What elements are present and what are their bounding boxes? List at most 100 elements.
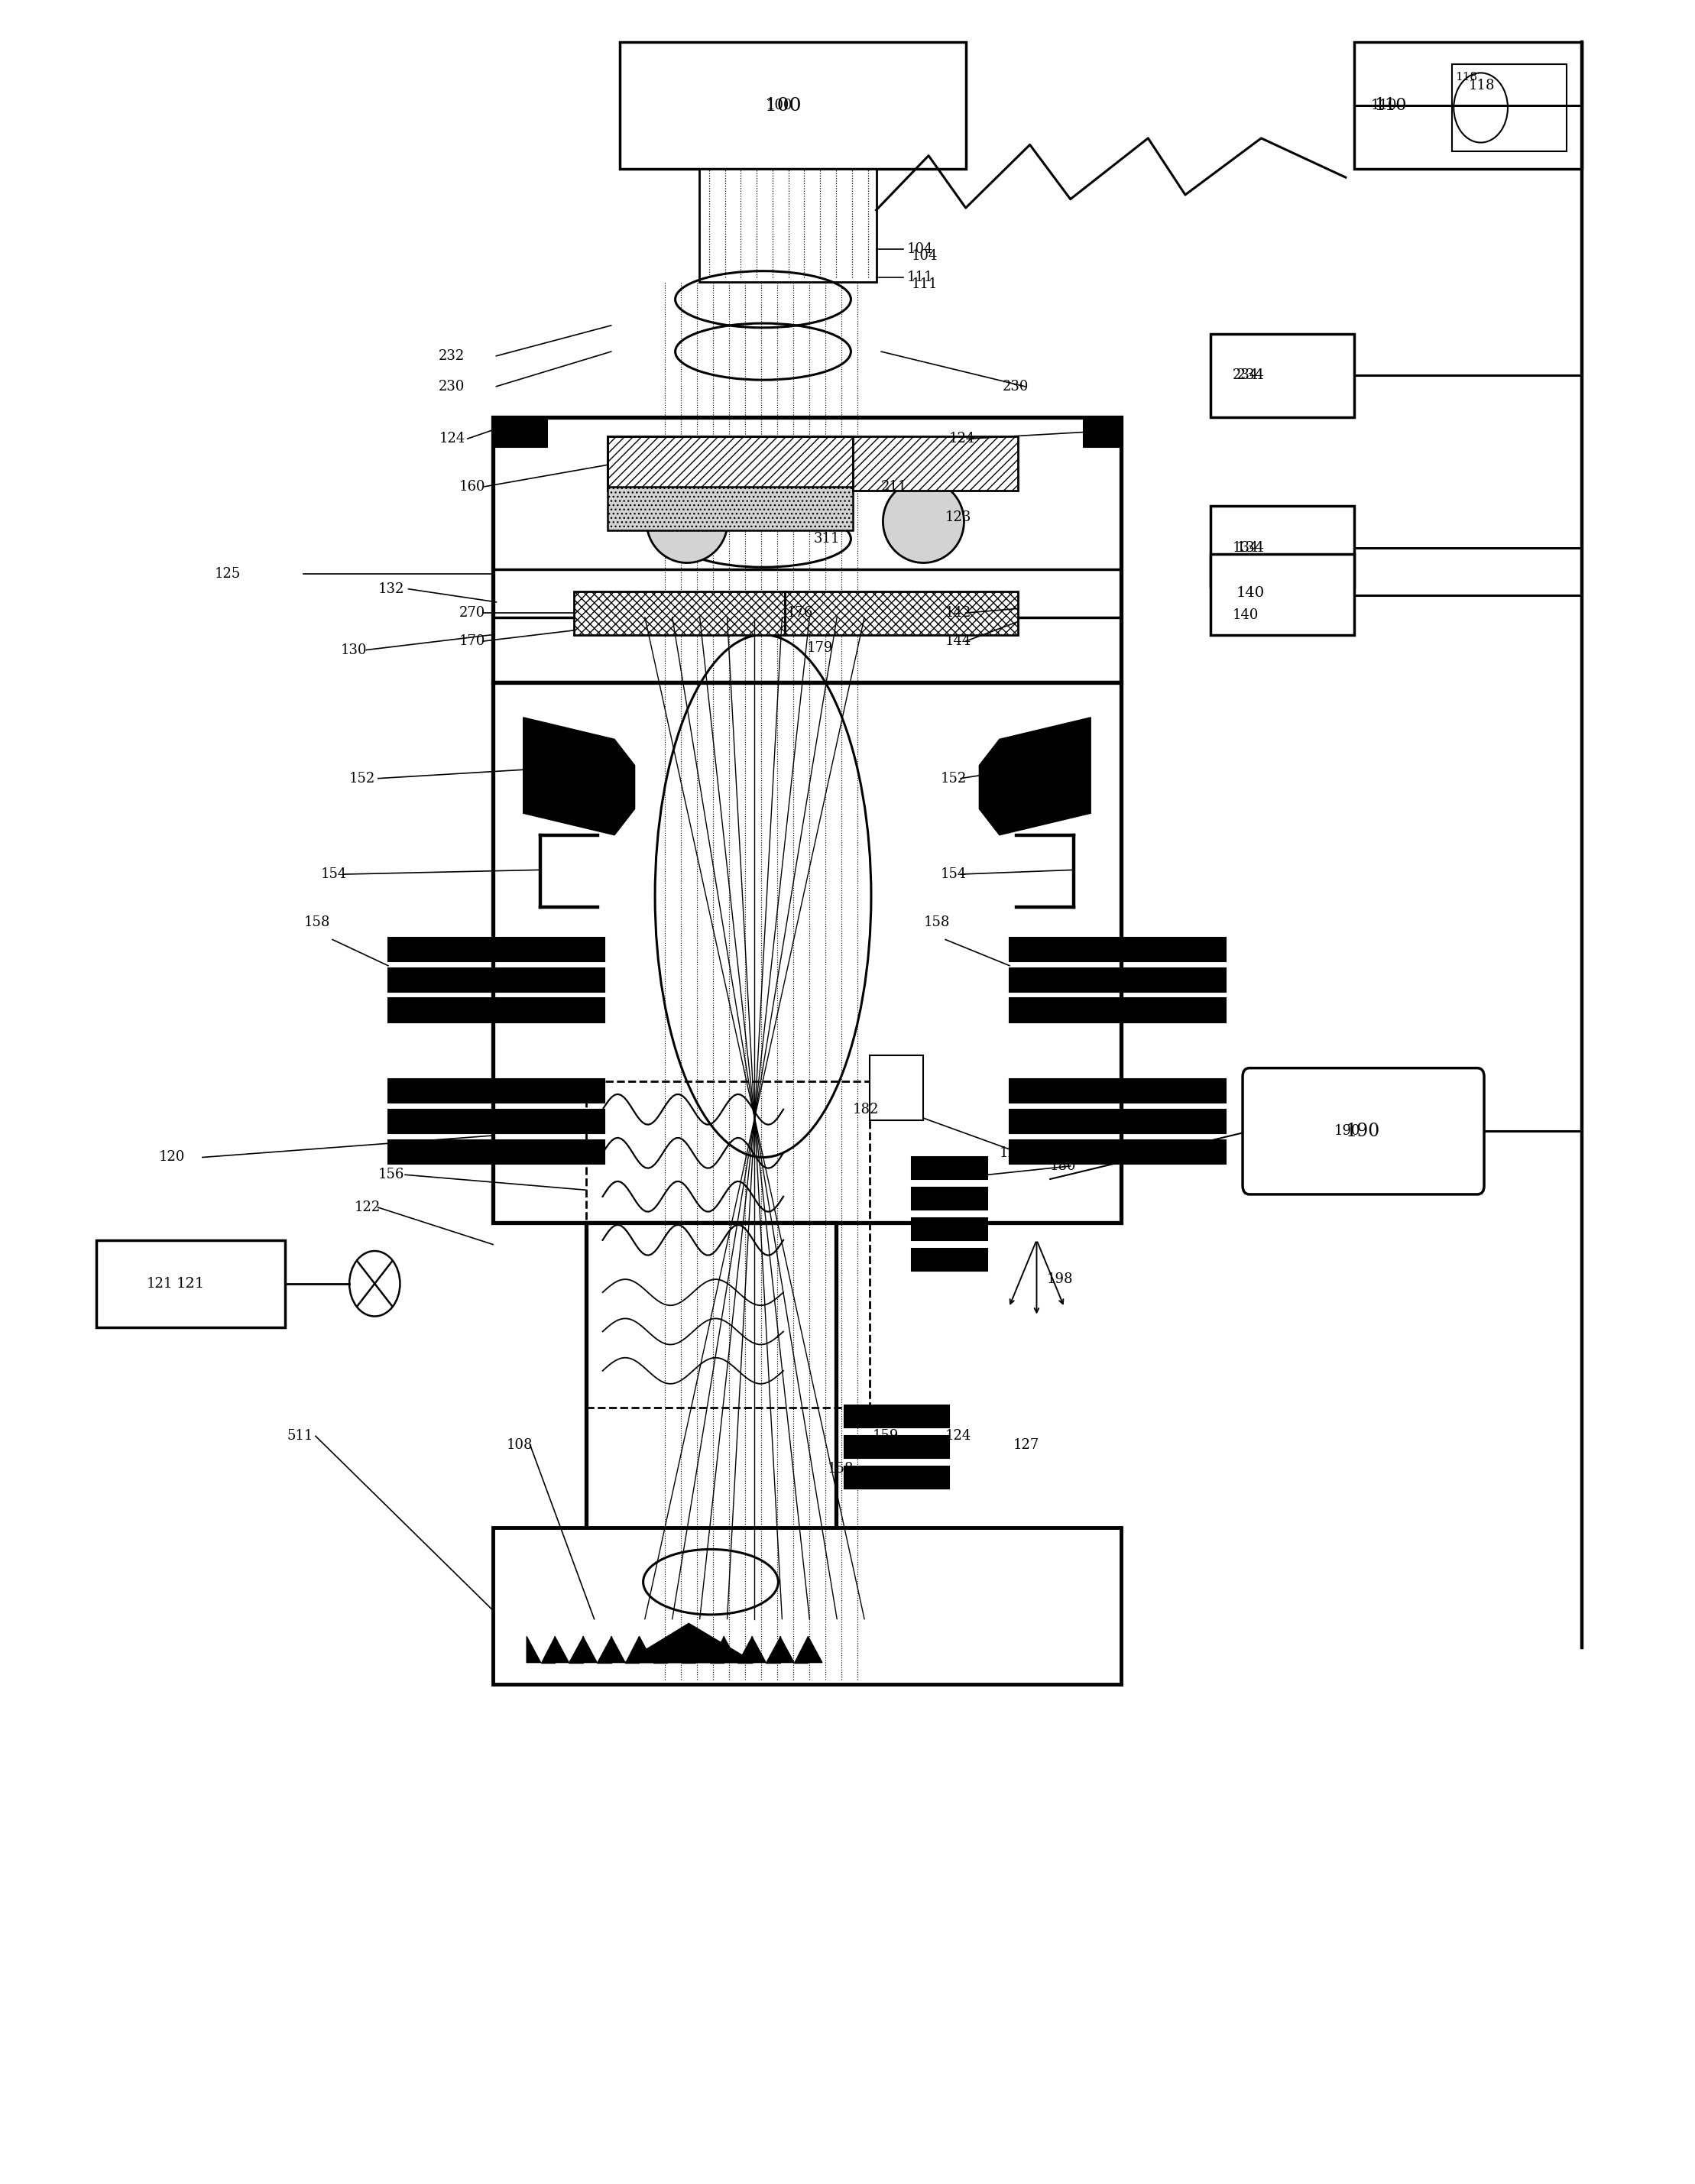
Bar bbox=[1210, 555, 1354, 636]
Text: 170: 170 bbox=[459, 633, 485, 649]
Bar bbox=[1010, 1140, 1225, 1164]
Text: 111: 111 bbox=[907, 271, 932, 284]
Bar bbox=[493, 417, 547, 448]
Text: 234: 234 bbox=[1232, 369, 1259, 382]
Text: 121: 121 bbox=[147, 1278, 173, 1291]
Bar bbox=[575, 592, 785, 636]
Bar bbox=[853, 437, 1019, 491]
Text: 152: 152 bbox=[349, 771, 376, 786]
Bar bbox=[97, 1241, 285, 1328]
Polygon shape bbox=[793, 1636, 809, 1662]
Text: 144: 144 bbox=[946, 633, 971, 649]
Text: 230: 230 bbox=[1003, 380, 1029, 393]
Bar bbox=[1010, 937, 1225, 961]
Text: 232: 232 bbox=[439, 349, 464, 363]
Text: 124: 124 bbox=[439, 432, 464, 446]
Bar bbox=[698, 168, 876, 282]
Text: 190: 190 bbox=[1346, 1123, 1380, 1140]
Text: 127: 127 bbox=[1014, 1437, 1039, 1452]
Text: 120: 120 bbox=[159, 1151, 185, 1164]
Text: 158: 158 bbox=[303, 915, 331, 928]
Text: 121: 121 bbox=[176, 1278, 205, 1291]
Text: 234: 234 bbox=[1236, 369, 1264, 382]
Text: 111: 111 bbox=[912, 277, 937, 290]
Bar bbox=[912, 1249, 988, 1271]
Ellipse shape bbox=[883, 480, 964, 563]
Polygon shape bbox=[766, 1636, 780, 1662]
Text: 122: 122 bbox=[354, 1201, 381, 1214]
Text: 123: 123 bbox=[1000, 1147, 1025, 1160]
FancyBboxPatch shape bbox=[1242, 1068, 1485, 1195]
Text: 130: 130 bbox=[341, 642, 368, 657]
Text: 152: 152 bbox=[941, 771, 966, 786]
Bar bbox=[1210, 507, 1354, 587]
Polygon shape bbox=[653, 1636, 668, 1662]
Text: 160: 160 bbox=[459, 480, 485, 494]
Text: 108: 108 bbox=[507, 1437, 532, 1452]
Text: 142: 142 bbox=[946, 605, 971, 620]
Polygon shape bbox=[541, 1636, 554, 1662]
Bar bbox=[870, 1055, 924, 1120]
Bar bbox=[844, 1406, 949, 1428]
Bar bbox=[1010, 1079, 1225, 1103]
Polygon shape bbox=[639, 1636, 653, 1662]
Bar bbox=[586, 1223, 836, 1636]
Text: 124: 124 bbox=[949, 432, 975, 446]
Bar bbox=[388, 1109, 605, 1133]
Bar bbox=[586, 1081, 870, 1409]
Text: 100: 100 bbox=[764, 96, 802, 114]
Bar bbox=[388, 937, 605, 961]
Text: 230: 230 bbox=[439, 380, 464, 393]
Bar bbox=[388, 1079, 605, 1103]
Text: 511: 511 bbox=[286, 1428, 314, 1444]
Text: 123: 123 bbox=[946, 511, 971, 524]
Text: 158: 158 bbox=[924, 915, 949, 928]
Polygon shape bbox=[583, 1636, 597, 1662]
Polygon shape bbox=[668, 1636, 681, 1662]
Polygon shape bbox=[612, 1636, 625, 1662]
Text: 134: 134 bbox=[1236, 542, 1264, 555]
Bar bbox=[388, 998, 605, 1022]
Polygon shape bbox=[710, 1636, 724, 1662]
Text: 124: 124 bbox=[1020, 1147, 1046, 1160]
Polygon shape bbox=[753, 1636, 766, 1662]
Text: 124: 124 bbox=[946, 1428, 971, 1444]
Bar bbox=[493, 1527, 1120, 1684]
Polygon shape bbox=[554, 1636, 570, 1662]
Text: 104: 104 bbox=[907, 242, 932, 256]
Bar bbox=[912, 1158, 988, 1179]
Bar bbox=[609, 437, 853, 491]
Bar bbox=[493, 417, 1120, 684]
Bar bbox=[912, 1219, 988, 1241]
Polygon shape bbox=[980, 719, 1090, 834]
Polygon shape bbox=[597, 1636, 612, 1662]
Bar bbox=[388, 968, 605, 992]
Text: 211: 211 bbox=[881, 480, 907, 494]
Bar bbox=[1010, 1109, 1225, 1133]
Text: 179: 179 bbox=[807, 640, 834, 655]
Polygon shape bbox=[524, 719, 634, 834]
Text: 110: 110 bbox=[1375, 96, 1407, 114]
Text: 190: 190 bbox=[1334, 1125, 1359, 1138]
Text: 156: 156 bbox=[378, 1168, 405, 1182]
Polygon shape bbox=[527, 1636, 541, 1662]
Bar bbox=[1210, 334, 1354, 417]
Polygon shape bbox=[695, 1636, 710, 1662]
Text: 140: 140 bbox=[1236, 587, 1264, 601]
Text: 270: 270 bbox=[459, 605, 485, 620]
Bar bbox=[1354, 41, 1581, 168]
Text: 104: 104 bbox=[912, 249, 937, 262]
Text: 118: 118 bbox=[1456, 72, 1478, 83]
Polygon shape bbox=[625, 1636, 639, 1662]
Polygon shape bbox=[780, 1636, 793, 1662]
Text: 311: 311 bbox=[814, 533, 841, 546]
Text: 154: 154 bbox=[320, 867, 347, 880]
Polygon shape bbox=[624, 1623, 754, 1662]
Text: 110: 110 bbox=[1371, 98, 1397, 111]
Text: 158: 158 bbox=[827, 1461, 854, 1476]
Bar bbox=[844, 1465, 949, 1487]
Bar bbox=[493, 684, 1120, 1223]
Polygon shape bbox=[681, 1636, 695, 1662]
Text: 134: 134 bbox=[1232, 542, 1259, 555]
Bar bbox=[1453, 63, 1566, 151]
